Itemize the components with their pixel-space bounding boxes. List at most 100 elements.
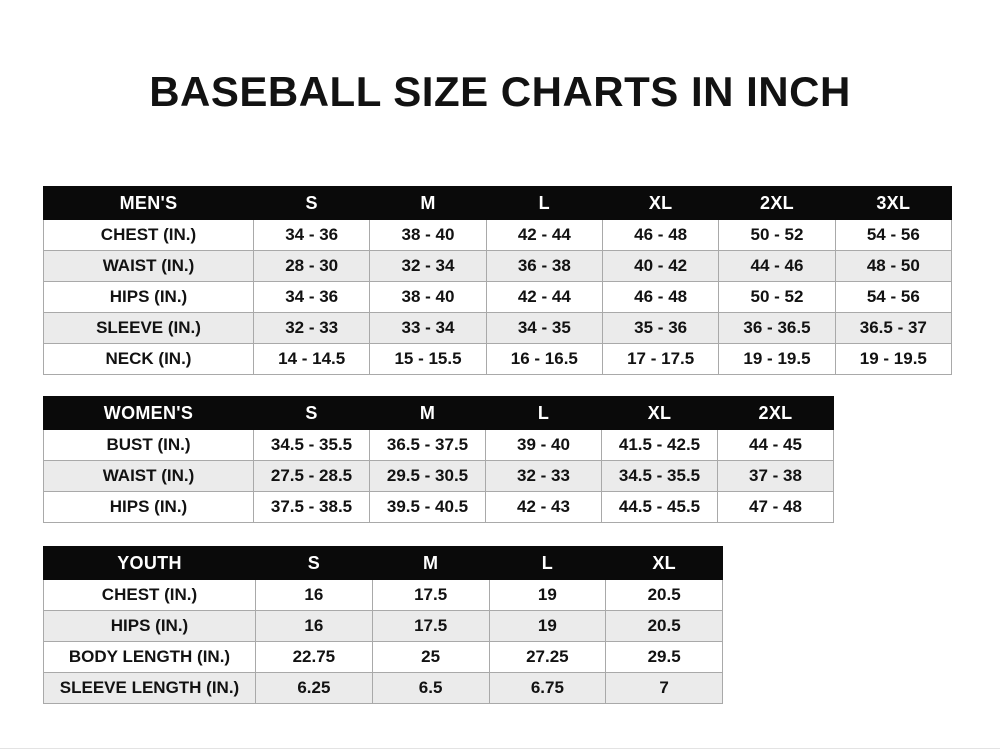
measurement-cell: 46 - 48 [601,281,720,313]
measurement-cell: 15 - 15.5 [369,343,487,375]
measurement-cell: 36.5 - 37 [834,312,953,344]
table-row: BUST (IN.) 34.5 - 35.5 36.5 - 37.5 39 - 40 4… [43,429,834,461]
mens-size-table: MEN'S S M L XL 2XL 3XL CHEST (IN.) 34 - 36 38 - 4… [43,186,953,375]
measurement-cell: 6.75 [488,672,607,704]
column-header-m: M [369,396,486,430]
measurement-cell: 48 - 50 [834,250,953,282]
youth-table-title: YOUTH [43,546,256,580]
measurement-cell: 36 - 38 [485,250,603,282]
row-label: WAIST (IN.) [43,460,254,492]
measurement-cell: 44 - 46 [718,250,836,282]
row-label: BODY LENGTH (IN.) [43,641,256,673]
measurement-cell: 27.5 - 28.5 [253,460,370,492]
table-row: NECK (IN.) 14 - 14.5 15 - 15.5 16 - 16.5 17 … [43,343,953,375]
table-row: SLEEVE LENGTH (IN.) 6.25 6.5 6.75 7 [43,672,723,704]
womens-size-table: WOMEN'S S M L XL 2XL BUST (IN.) 34.5 - 35.5 36.5… [43,396,834,523]
measurement-cell: 39.5 - 40.5 [369,491,486,523]
measurement-cell: 34 - 35 [485,312,603,344]
measurement-cell: 42 - 43 [485,491,602,523]
row-label: BUST (IN.) [43,429,254,461]
youth-size-table: YOUTH S M L XL CHEST (IN.) 16 17.5 19 20.5 HIPS (I… [43,546,723,704]
measurement-cell: 6.25 [255,672,373,704]
measurement-cell: 20.5 [605,579,723,611]
table-row: WAIST (IN.) 27.5 - 28.5 29.5 - 30.5 32 - 33… [43,460,834,492]
row-label: WAIST (IN.) [43,250,254,282]
measurement-cell: 22.75 [255,641,373,673]
column-header-l: L [485,186,603,220]
mens-table-title: MEN'S [43,186,254,220]
column-header-2xl: 2XL [718,186,836,220]
measurement-cell: 34.5 - 35.5 [601,460,718,492]
measurement-cell: 54 - 56 [834,281,953,313]
measurement-cell: 16 [255,610,373,642]
measurement-cell: 54 - 56 [834,219,953,251]
row-label: CHEST (IN.) [43,579,256,611]
measurement-cell: 38 - 40 [369,219,487,251]
measurement-cell: 28 - 30 [252,250,371,282]
column-header-m: M [369,186,487,220]
measurement-cell: 50 - 52 [718,219,836,251]
measurement-cell: 37 - 38 [717,460,834,492]
measurement-cell: 46 - 48 [601,219,720,251]
table-row: BODY LENGTH (IN.) 22.75 25 27.25 29.5 [43,641,723,673]
row-label: NECK (IN.) [43,343,254,375]
table-header-row: YOUTH S M L XL [43,546,723,580]
measurement-cell: 44 - 45 [717,429,834,461]
table-row: HIPS (IN.) 34 - 36 38 - 40 42 - 44 46 - 48 50… [43,281,953,313]
measurement-cell: 34 - 36 [252,219,371,251]
table-row: SLEEVE (IN.) 32 - 33 33 - 34 34 - 35 35 - 36… [43,312,953,344]
measurement-cell: 32 - 33 [252,312,371,344]
measurement-cell: 16 - 16.5 [485,343,603,375]
measurement-cell: 29.5 - 30.5 [369,460,486,492]
measurement-cell: 35 - 36 [601,312,720,344]
column-header-s: S [252,186,371,220]
measurement-cell: 42 - 44 [485,281,603,313]
measurement-cell: 39 - 40 [485,429,602,461]
row-label: SLEEVE (IN.) [43,312,254,344]
table-header-row: MEN'S S M L XL 2XL 3XL [43,186,953,220]
measurement-cell: 34 - 36 [252,281,371,313]
column-header-s: S [253,396,370,430]
measurement-cell: 41.5 - 42.5 [601,429,718,461]
measurement-cell: 17.5 [371,579,490,611]
measurement-cell: 33 - 34 [369,312,487,344]
column-header-xl: XL [601,186,720,220]
measurement-cell: 29.5 [605,641,723,673]
measurement-cell: 27.25 [488,641,607,673]
measurement-cell: 44.5 - 45.5 [601,491,718,523]
column-header-xl: XL [605,546,723,580]
measurement-cell: 37.5 - 38.5 [253,491,370,523]
measurement-cell: 19 [488,610,607,642]
column-header-l: L [488,546,607,580]
measurement-cell: 19 - 19.5 [834,343,953,375]
measurement-cell: 36 - 36.5 [718,312,836,344]
table-row: HIPS (IN.) 16 17.5 19 20.5 [43,610,723,642]
column-header-m: M [371,546,490,580]
row-label: HIPS (IN.) [43,281,254,313]
measurement-cell: 47 - 48 [717,491,834,523]
measurement-cell: 17 - 17.5 [601,343,720,375]
column-header-xl: XL [601,396,718,430]
measurement-cell: 38 - 40 [369,281,487,313]
row-label: CHEST (IN.) [43,219,254,251]
measurement-cell: 32 - 34 [369,250,487,282]
measurement-cell: 32 - 33 [485,460,602,492]
measurement-cell: 17.5 [371,610,490,642]
column-header-s: S [255,546,373,580]
womens-table-title: WOMEN'S [43,396,254,430]
measurement-cell: 19 [488,579,607,611]
column-header-l: L [485,396,602,430]
measurement-cell: 42 - 44 [485,219,603,251]
page-title: BASEBALL SIZE CHARTS IN INCH [149,68,851,115]
table-row: WAIST (IN.) 28 - 30 32 - 34 36 - 38 40 - 42 4… [43,250,953,282]
column-header-3xl: 3XL [834,186,953,220]
footer-divider [0,748,1000,749]
column-header-2xl: 2XL [717,396,834,430]
row-label: HIPS (IN.) [43,610,256,642]
measurement-cell: 6.5 [371,672,490,704]
measurement-cell: 16 [255,579,373,611]
row-label: HIPS (IN.) [43,491,254,523]
measurement-cell: 36.5 - 37.5 [369,429,486,461]
measurement-cell: 20.5 [605,610,723,642]
